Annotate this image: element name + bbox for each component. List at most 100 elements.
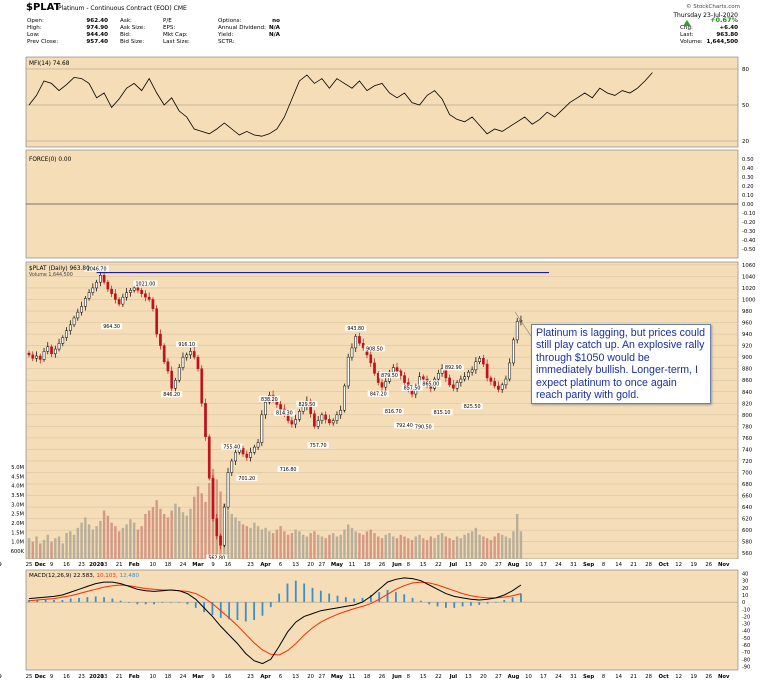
macd-histogram-bar <box>361 597 364 603</box>
volume-bar <box>275 529 279 559</box>
volume-bar <box>331 533 335 559</box>
candle-body <box>485 363 489 379</box>
candle-body <box>489 377 493 382</box>
x-tick-label: Dec <box>35 674 46 680</box>
x-tick-label: Oct <box>659 674 670 680</box>
quote-value: 957.40 <box>86 39 108 45</box>
volume-bar <box>39 543 42 559</box>
macd-histogram-bar <box>203 602 205 613</box>
x-tick-label: 6 <box>279 562 283 568</box>
x-tick-label: 21 <box>116 674 123 680</box>
force-tick-label: 0.40 <box>742 166 754 172</box>
volume-bar <box>42 539 46 559</box>
macd-histogram-bar <box>470 602 472 606</box>
macd-histogram-bar <box>178 602 180 603</box>
volume-bar <box>407 538 410 559</box>
candle-body <box>234 452 237 462</box>
candle-body <box>196 356 200 369</box>
volume-bar <box>459 538 463 559</box>
x-tick-label: Aug <box>508 674 520 680</box>
macd-histogram-bar <box>353 598 356 603</box>
volume-bar <box>354 531 357 559</box>
quote-grid: Open: 962.40 High: 974.90 Low: 944.40 Prev Clo… <box>27 16 738 45</box>
volume-bar <box>380 538 384 559</box>
candle-body <box>395 367 399 372</box>
x-tick-label: 20 <box>307 674 314 680</box>
data-label: 1021.00 <box>135 281 155 287</box>
price-tick-label: 660 <box>742 494 753 500</box>
x-tick-label: 18 <box>364 562 371 568</box>
macd-tick-label: -40 <box>742 629 750 635</box>
volume-bar <box>65 533 68 559</box>
price-tick-label: 800 <box>742 413 753 419</box>
quote-value: +6.40 <box>720 25 739 31</box>
x-tick-label: May <box>331 562 344 568</box>
x-tick-label: 13 <box>292 562 299 568</box>
price-tick-label: 780 <box>742 424 753 430</box>
volume-tick-label: 2.5M <box>11 512 24 518</box>
price-tick-label: 700 <box>742 470 753 476</box>
candle-body <box>144 293 147 298</box>
data-label: 814.30 <box>276 411 293 417</box>
data-label: 701.20 <box>238 476 255 482</box>
quote-value: 1,644,500 <box>707 39 739 45</box>
macd-histogram-bar <box>194 602 197 608</box>
volume-bar <box>478 534 481 559</box>
data-label-bg <box>363 345 386 352</box>
x-tick-label: 9 <box>211 562 214 568</box>
volume-bar <box>166 517 170 559</box>
volume-bar <box>290 533 294 559</box>
price-panel: 560 580 600 620 640 660 680 700 720 740 760 780 800 8… <box>11 261 756 562</box>
candle-body <box>500 384 504 390</box>
candle-body <box>102 275 106 283</box>
candle-body <box>38 355 42 360</box>
data-label: 916.10 <box>178 342 195 348</box>
volume-bar <box>69 531 72 559</box>
volume-bar <box>414 536 417 559</box>
volume-subtitle: Volume 1,644,500 <box>29 272 73 278</box>
quote-value: N/A <box>269 32 281 38</box>
candle-body <box>478 358 481 363</box>
candle-body <box>106 281 110 290</box>
macd-histogram-bar <box>520 593 522 603</box>
x-tick-label: 11 <box>349 674 356 680</box>
candle-body <box>328 419 331 424</box>
volume-bar <box>129 519 132 559</box>
macd-histogram-bar <box>169 602 172 603</box>
x-tick-label: Sep <box>583 562 594 568</box>
volume-bar <box>335 536 339 559</box>
x-tick-label: 24 <box>555 562 562 568</box>
price-tick-label: 1060 <box>742 263 756 269</box>
data-label-bg <box>461 403 483 410</box>
x-tick-label: 23 <box>78 562 85 568</box>
x-tick-label: 14 <box>615 674 622 680</box>
volume-bar <box>429 536 433 559</box>
volume-bar <box>313 531 316 559</box>
data-label: 792.40 <box>396 423 413 429</box>
macd-tick-label: -60 <box>742 643 750 649</box>
volume-bar <box>200 493 203 559</box>
volume-bar <box>339 534 342 559</box>
price-tick-label: 620 <box>742 517 753 523</box>
candle-body <box>331 420 335 424</box>
macd-histogram-bar <box>28 600 30 603</box>
volume-bar <box>395 538 399 559</box>
volume-bar <box>110 522 113 559</box>
x-tick-label: 17 <box>540 562 547 568</box>
volume-bar <box>54 538 57 559</box>
data-label-bg <box>420 380 442 387</box>
data-label-bg <box>307 442 329 449</box>
candle-body <box>421 376 425 380</box>
candle-body <box>440 368 444 374</box>
price-tick-label: 920 <box>742 344 753 350</box>
data-label: 790.50 <box>415 424 432 430</box>
source-credit: © StockCharts.com <box>686 3 740 10</box>
quote-label: Volume: <box>680 39 703 45</box>
macd-histogram-bar <box>486 602 489 604</box>
x-tick-label: 2020 <box>89 674 104 680</box>
quote-date: Thursday 23-Jul-2020 <box>672 12 738 19</box>
volume-bar <box>256 526 260 559</box>
macd-histogram-bar <box>286 583 289 603</box>
x-tick-label: Oct <box>659 562 670 568</box>
candle-body <box>211 478 215 519</box>
